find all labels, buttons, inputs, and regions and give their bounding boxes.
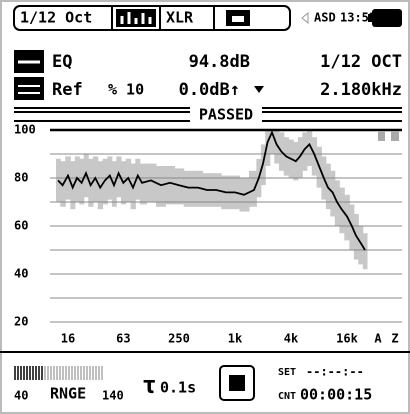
x-tick-label: 1k <box>228 332 243 346</box>
tolerance-band <box>135 158 141 200</box>
weighting-label: Z <box>391 332 398 346</box>
z-level <box>391 131 399 141</box>
tolerance-band <box>306 130 313 166</box>
y-tick-label: 40 <box>14 267 28 281</box>
tau-value: 0.1s <box>160 379 196 397</box>
x-tick-label: 16k <box>336 332 358 346</box>
offset: 0.0dB↑ <box>179 80 240 100</box>
memory-icon-slot <box>232 16 244 22</box>
tolerance-band <box>358 226 364 265</box>
status: PASSED <box>199 106 253 124</box>
set-label: SET <box>278 367 296 378</box>
weighting-label: A <box>374 332 382 346</box>
y-tick-label: 60 <box>14 219 28 233</box>
tolerance-band <box>269 130 275 154</box>
ref-icon-lines <box>18 85 40 94</box>
input-label: XLR <box>166 9 194 27</box>
clock: 13:52 <box>340 11 376 25</box>
tolerance-band <box>156 166 166 207</box>
y-tick-label: 20 <box>14 315 28 329</box>
ref-icon <box>14 77 44 100</box>
tolerance-band <box>249 170 257 207</box>
tolerance-band <box>362 233 368 270</box>
tolerance-band <box>97 161 104 210</box>
band-label: 1/12 Oct <box>20 9 92 27</box>
battery-tip <box>368 14 372 22</box>
reference: Ref <box>52 80 83 100</box>
cursor-frequency: 2.180kHz <box>320 80 402 100</box>
range-low: 40 <box>14 389 28 403</box>
x-tick-label: 4k <box>284 332 299 346</box>
tolerance-band <box>139 163 148 205</box>
plot: 20 40 60 80 100 16 63 250 1k 4k 16k A Z <box>14 123 402 346</box>
range-label: RNGE <box>50 385 86 403</box>
tolerance-band <box>297 137 303 178</box>
x-tick-label: 250 <box>168 332 190 346</box>
tolerance-band <box>116 156 122 198</box>
x-tick-label: 63 <box>116 332 130 346</box>
status-bg <box>190 106 262 122</box>
cursor-arrow <box>254 86 264 93</box>
a-level <box>378 131 385 141</box>
set-time: --:--:-- <box>306 365 364 379</box>
mode-label: ASD <box>314 11 336 25</box>
y-tick-label: 80 <box>14 171 28 185</box>
range-meter <box>14 366 103 380</box>
tau: τ <box>142 371 156 399</box>
tolerance-band <box>88 158 94 207</box>
x-tick-label: 16 <box>61 332 75 346</box>
tolerance: % 10 <box>108 81 144 99</box>
tolerance-band <box>183 170 194 207</box>
tolerance-band <box>193 170 204 207</box>
y-tick-label: 100 <box>14 123 36 137</box>
battery <box>372 9 402 27</box>
speaker-icon <box>301 11 309 25</box>
level: 94.8dB <box>189 52 250 72</box>
tolerance-band <box>165 166 176 205</box>
tolerance-band <box>302 132 308 171</box>
range-high: 140 <box>102 389 124 403</box>
response-line <box>57 130 366 251</box>
header-box <box>13 5 291 31</box>
tolerance-band <box>265 130 271 166</box>
count-label: CNT <box>278 391 296 402</box>
tolerance-band <box>274 130 280 164</box>
count-time: 00:00:15 <box>300 386 372 404</box>
function: EQ <box>52 52 72 72</box>
bars-icon-lines <box>120 12 152 24</box>
tolerance-band <box>174 168 185 205</box>
resolution: 1/12 OCT <box>320 52 402 72</box>
stop-icon <box>229 375 245 391</box>
tolerance-band <box>146 163 157 202</box>
